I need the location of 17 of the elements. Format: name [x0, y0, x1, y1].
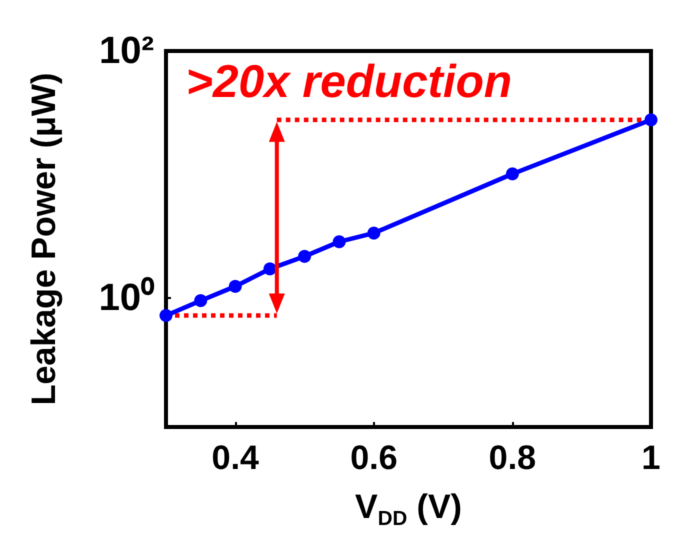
point [160, 309, 172, 322]
annotation: >20x reduction [186, 55, 512, 107]
point [263, 262, 276, 276]
x-tick-label: 1 [642, 439, 660, 477]
point [194, 294, 208, 308]
y-tick-label: 10⁰ [98, 276, 155, 319]
point [644, 113, 658, 126]
point [367, 226, 380, 240]
x-tick-label: 0.8 [488, 439, 536, 477]
x-tick-label: 0.4 [212, 439, 260, 477]
x-tick-label: 0.6 [350, 439, 398, 477]
point [506, 167, 519, 180]
point [228, 280, 242, 293]
point [332, 235, 346, 248]
y-tick-label: 10² [99, 30, 154, 72]
y-axis-title: Leakage Power (μW) [25, 72, 63, 406]
point [298, 250, 312, 263]
